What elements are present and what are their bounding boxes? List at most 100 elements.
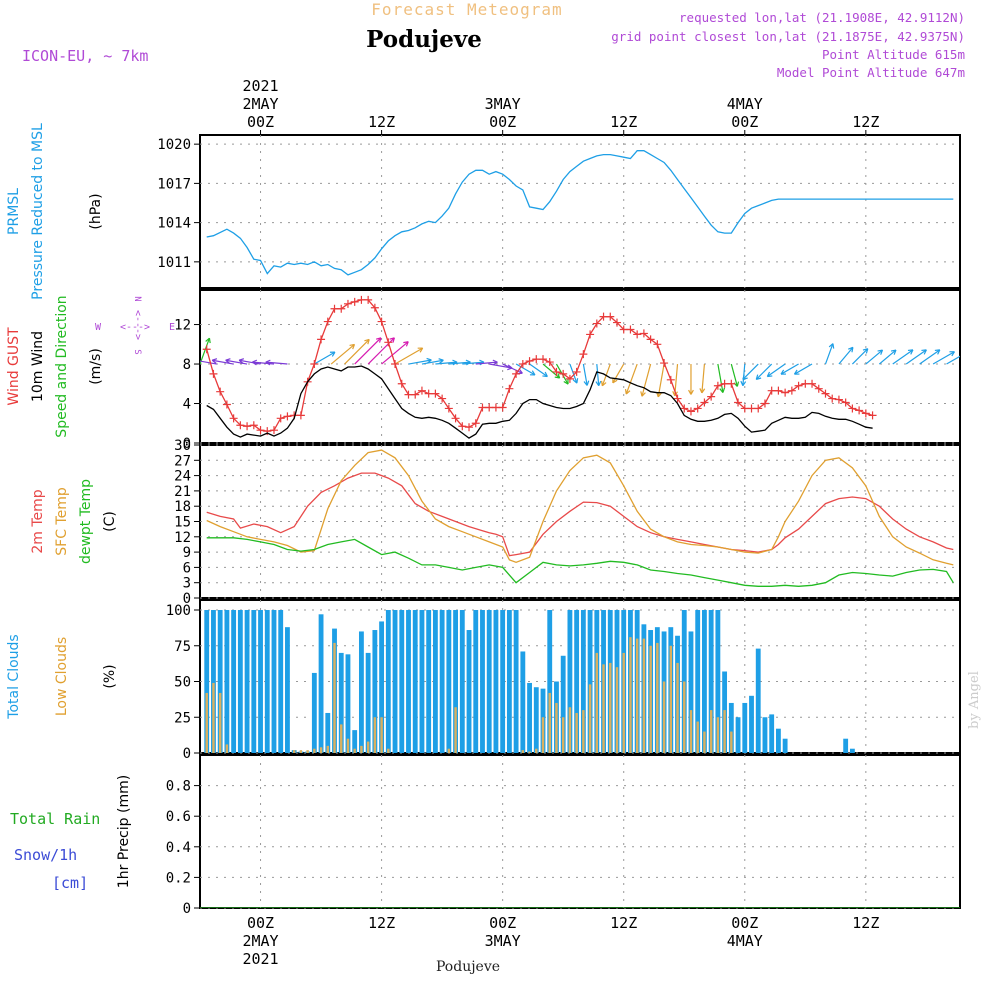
wind-arrow-head xyxy=(195,360,199,363)
wind-arrow-shaft xyxy=(394,347,423,365)
gust-marker xyxy=(417,386,426,395)
wind-arrow-head xyxy=(252,359,258,363)
low-cloud-bar xyxy=(669,645,673,753)
gust-marker xyxy=(592,319,601,328)
gust-marker xyxy=(781,388,790,397)
wind-arrow-shaft xyxy=(408,359,432,365)
total-cloud-bar xyxy=(742,702,748,753)
wind-arrow-head xyxy=(378,337,382,343)
low-cloud-bar xyxy=(716,717,720,753)
wind-arrow-head xyxy=(893,349,897,355)
wind-arrow xyxy=(742,363,759,380)
total-cloud-bar xyxy=(237,610,243,753)
clouds-axis-label: (%) xyxy=(102,664,118,688)
wind-arrow-shaft xyxy=(612,363,625,384)
gust-marker xyxy=(646,335,655,344)
total-cloud-bar xyxy=(695,610,701,753)
low-cloud-bar xyxy=(360,745,363,753)
gust-marker xyxy=(337,304,346,313)
compass-ns-arrow: <---> xyxy=(132,310,143,340)
wind-arrow-head xyxy=(965,352,968,356)
gust-marker xyxy=(512,369,521,378)
wind-arrow-head xyxy=(793,369,798,375)
wind-arrow-shaft xyxy=(489,363,513,369)
wind-arrow xyxy=(569,363,579,384)
gust-marker xyxy=(216,387,225,396)
total-cloud-bar xyxy=(244,610,250,753)
total-cloud-bar xyxy=(426,610,432,753)
total-cloud-bar xyxy=(453,610,458,753)
clouds-panel-frame xyxy=(199,599,961,754)
low-cloud-bar xyxy=(205,692,208,753)
low-cloud-bar xyxy=(380,717,383,753)
total-cloud-bar xyxy=(587,610,593,753)
wind-arrow-head xyxy=(832,343,835,349)
wind-arrow-head xyxy=(375,337,382,340)
gust-marker xyxy=(202,345,211,354)
temp-axis-label: dewpt Temp xyxy=(78,479,94,564)
location-title: Podujeve xyxy=(366,26,482,53)
wind-arrow-head xyxy=(238,359,244,364)
wind-arrow xyxy=(640,363,652,397)
gust-marker xyxy=(794,381,803,390)
low-cloud-bar xyxy=(582,710,585,753)
total-cloud-bar xyxy=(446,610,452,753)
total-cloud-bar xyxy=(345,654,351,753)
wind-arrow xyxy=(238,358,261,365)
temp-ytick-label: 12 xyxy=(174,530,191,546)
temp-series-0-line xyxy=(206,472,954,557)
low-cloud-bar xyxy=(575,712,578,753)
total-cloud-bar xyxy=(278,610,284,753)
pressure-ytick-label: 1014 xyxy=(157,216,191,232)
gust-marker xyxy=(505,384,514,393)
total-cloud-bar xyxy=(580,610,586,753)
low-cloud-bar xyxy=(595,652,599,753)
wind-arrow-head xyxy=(465,359,471,363)
wind-arrow-head xyxy=(531,370,536,376)
gust-marker xyxy=(834,395,843,404)
wind-arrow-shaft xyxy=(625,363,638,395)
wind-arrow-head xyxy=(742,377,748,380)
gust-marker xyxy=(612,318,621,327)
wind-arrow-shaft xyxy=(330,343,355,365)
precip-panel-frame xyxy=(199,754,961,909)
low-cloud-bar xyxy=(292,750,296,753)
wind-arrow-head xyxy=(742,374,745,380)
wind-arrow-shaft xyxy=(515,363,536,376)
gust-marker xyxy=(498,403,507,412)
gust-marker xyxy=(458,422,467,431)
total-cloud-bar xyxy=(285,627,290,753)
gust-marker xyxy=(599,312,608,321)
wind-ytick-label: 4 xyxy=(183,397,191,413)
plot-layer: 1011 1014 1017 1020 PRMSL Pressure Reduced to… xyxy=(6,77,968,968)
time-label-bottom: 3MAY xyxy=(485,932,521,950)
wind-arrow-shaft xyxy=(502,363,523,374)
low-cloud-bar xyxy=(366,741,370,753)
low-cloud-bar xyxy=(709,710,713,753)
wind-arrow-head xyxy=(426,357,432,361)
total-cloud-bar xyxy=(506,610,512,753)
gust-marker xyxy=(673,394,682,403)
wind-arrow-shaft xyxy=(905,349,927,365)
gust-marker xyxy=(438,394,447,403)
wind-axis-label: Speed and Direction xyxy=(54,295,70,437)
temp-ytick-label: 18 xyxy=(174,499,191,515)
wind-arrow-head xyxy=(755,374,759,380)
wind-arrow-shaft xyxy=(529,363,548,377)
wind-arrow xyxy=(225,358,248,365)
gust-marker xyxy=(317,335,326,344)
total-cloud-bar xyxy=(231,610,237,753)
wind-arrow-head xyxy=(544,371,548,377)
wind-plot-area xyxy=(195,295,968,439)
wind-arrow-head xyxy=(756,377,762,380)
gust-marker xyxy=(431,389,440,398)
gust-marker xyxy=(451,414,460,423)
temp-ytick-label: 21 xyxy=(174,484,191,500)
pressure-ytick-label: 1020 xyxy=(157,137,191,153)
temp-ytick-label: 0 xyxy=(183,591,191,607)
low-cloud-bar xyxy=(629,637,632,753)
wind-arrow-head xyxy=(848,346,854,350)
wind-arrow-head xyxy=(419,347,424,353)
pressure-axis-label: Pressure Reduced to MSL xyxy=(30,123,46,300)
temp-ytick-label: 9 xyxy=(183,545,191,561)
